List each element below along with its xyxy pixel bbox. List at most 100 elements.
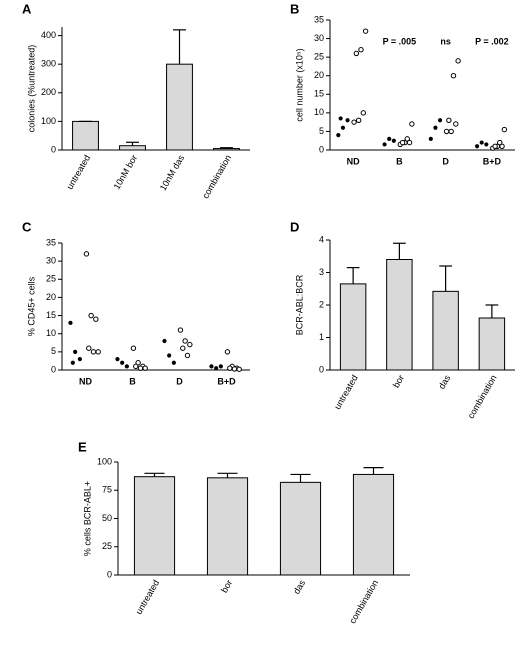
y-tick-label: 20 (46, 292, 56, 302)
point (236, 366, 242, 372)
error-bar (346, 267, 360, 284)
y-axis-label: cell number (x10⁵) (294, 48, 304, 121)
y-tick-label: 30 (46, 256, 56, 266)
point (167, 353, 172, 358)
y-tick-label: 25 (46, 274, 56, 284)
x-tick-label: 10nM bor (112, 153, 140, 191)
point (130, 345, 137, 351)
point (433, 125, 438, 130)
y-axis-label: BCR-ABL:BCR (294, 274, 304, 335)
x-tick-label: das (436, 373, 452, 391)
x-tick-label: B+D (217, 376, 236, 386)
point (162, 338, 167, 344)
y-tick-label: 3 (319, 267, 324, 277)
y-tick-label: 30 (314, 33, 324, 43)
point (448, 128, 454, 135)
point (187, 341, 193, 348)
error-bar (217, 472, 238, 478)
y-tick-label: 10 (314, 107, 324, 117)
y-tick-label: 0 (319, 364, 324, 374)
y-tick-label: 300 (41, 59, 56, 69)
point (86, 345, 92, 351)
point (387, 136, 392, 141)
point (455, 58, 461, 64)
point (133, 363, 139, 370)
panel-label: B (290, 1, 299, 16)
bar (72, 120, 99, 151)
y-tick-label: 5 (51, 346, 56, 356)
bar (352, 473, 395, 576)
point (443, 128, 450, 135)
point (88, 312, 94, 319)
point (353, 50, 360, 57)
y-tick-label: 2 (319, 299, 324, 309)
point (171, 360, 176, 365)
point (124, 364, 129, 369)
point (214, 366, 219, 371)
y-tick-label: 35 (46, 237, 56, 247)
panel-label: A (22, 1, 32, 16)
y-tick-label: 15 (314, 89, 324, 99)
point (218, 364, 223, 369)
x-tick-label: combination (347, 578, 380, 625)
point (391, 138, 396, 143)
point (428, 136, 433, 141)
point (501, 126, 508, 133)
y-tick-label: 0 (319, 144, 324, 154)
point (182, 338, 188, 344)
x-tick-label: untreated (134, 578, 162, 616)
x-tick-label: combination (200, 153, 233, 200)
y-tick-label: 0 (107, 569, 112, 579)
y-tick-label: 100 (41, 116, 56, 126)
x-tick-label: D (176, 376, 183, 386)
point (492, 143, 498, 149)
point (340, 125, 346, 130)
bar (339, 283, 367, 371)
point (355, 117, 362, 123)
bar (478, 317, 506, 371)
point (135, 360, 141, 366)
x-tick-label: combination (466, 373, 499, 420)
point (177, 327, 184, 333)
x-tick-label: untreated (65, 153, 93, 191)
y-axis-label: % cells BCR-ABL+ (82, 481, 92, 556)
point (70, 360, 75, 365)
error-bar (485, 304, 499, 318)
point (115, 357, 120, 362)
x-tick-label: B (129, 376, 136, 386)
point (382, 142, 387, 147)
y-tick-label: 75 (102, 485, 112, 495)
point (450, 73, 457, 79)
point (446, 117, 452, 123)
y-tick-label: 0 (51, 144, 56, 154)
bar (166, 63, 193, 151)
point (399, 139, 406, 146)
point (83, 251, 90, 257)
point (93, 316, 99, 322)
x-tick-label: 10nM das (158, 153, 187, 193)
panel-label: C (22, 219, 32, 234)
bar (432, 290, 459, 371)
point (360, 110, 366, 116)
point (479, 140, 484, 145)
x-tick-label: D (442, 156, 449, 166)
point (68, 320, 73, 325)
point (90, 349, 97, 355)
bar (133, 476, 176, 576)
point (406, 139, 413, 146)
annotation: P = .002 (475, 36, 509, 46)
point (224, 349, 231, 355)
error-bar (126, 141, 139, 146)
annotation: P = .005 (383, 36, 417, 46)
bar (206, 477, 249, 576)
y-tick-label: 25 (102, 541, 112, 551)
point (437, 118, 443, 123)
point (404, 136, 410, 142)
point (231, 366, 238, 372)
point (184, 352, 191, 359)
error-bar (439, 265, 452, 292)
bar (279, 481, 322, 576)
bar (119, 145, 146, 151)
bar (386, 259, 413, 371)
